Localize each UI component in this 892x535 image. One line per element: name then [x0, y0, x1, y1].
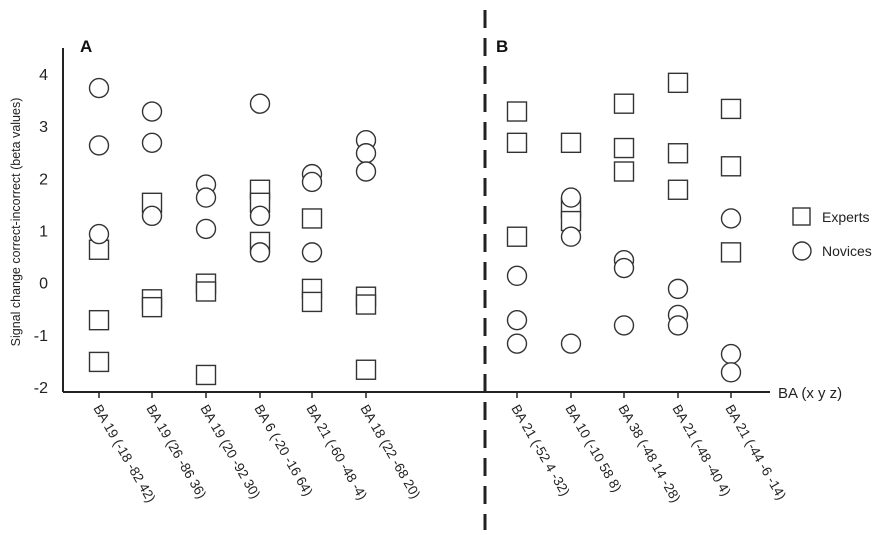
axes: [62, 10, 770, 530]
y-tick-label: 4: [39, 67, 48, 84]
expert-marker: [613, 161, 635, 182]
expert-marker: [560, 132, 582, 154]
novice-marker: [301, 242, 323, 263]
novice-marker: [141, 132, 163, 154]
novice-marker: [613, 257, 635, 279]
novice-marker: [195, 218, 217, 240]
y-tick-labels: 4 3 2 1 0 -1 -2: [34, 67, 48, 397]
novice-marker: [506, 309, 528, 331]
expert-marker: [613, 93, 635, 114]
expert-marker: [720, 242, 742, 263]
panel-label-b: B: [496, 37, 508, 56]
category-label: BA 21 (-52 4 -32): [508, 402, 572, 499]
category-label: BA 38 (-48 14 -28): [615, 402, 683, 505]
legend-label-experts: Experts: [822, 209, 869, 225]
novice-marker: [506, 333, 528, 354]
novice-marker: [355, 143, 377, 164]
expert-marker: [301, 208, 323, 229]
expert-marker: [195, 281, 217, 302]
x-axis-title: BA (x y z): [778, 385, 842, 402]
expert-marker: [141, 296, 163, 318]
expert-marker: [667, 72, 689, 94]
novice-marker: [301, 171, 323, 193]
category-label: BA 19 (20 -92 30): [197, 402, 263, 501]
novice-marker: [249, 242, 271, 263]
category-labels: BA 19 (-18 -82 42)BA 19 (26 -86 36)BA 19…: [90, 392, 789, 505]
novice-marker: [249, 93, 271, 114]
category-label: BA 10 (-10 58 8): [562, 402, 624, 495]
y-tick-label: 1: [39, 224, 48, 241]
y-axis-title: Signal change correct-incorrect (beta va…: [9, 98, 23, 347]
novice-marker: [88, 135, 110, 156]
expert-marker: [506, 132, 528, 154]
novice-marker: [560, 226, 582, 247]
novice-marker: [249, 205, 271, 227]
novice-marker: [720, 343, 742, 365]
legend-marker-novices: [792, 241, 812, 261]
novice-marker: [88, 223, 110, 245]
legend-label-novices: Novices: [822, 243, 872, 259]
novice-marker: [141, 101, 163, 122]
category-label: BA 18 (22 -68 20): [357, 402, 423, 501]
legend-marker-experts: [792, 207, 811, 226]
novice-marker: [560, 187, 582, 208]
expert-marker: [667, 143, 689, 164]
y-tick-label: 3: [39, 119, 48, 136]
novice-marker: [613, 315, 635, 336]
novice-marker: [355, 161, 377, 182]
novice-marker: [720, 208, 742, 229]
novice-marker: [560, 333, 582, 354]
data-marks: [88, 72, 742, 386]
category-label: BA 19 (26 -86 36): [143, 402, 209, 501]
novice-marker: [88, 77, 110, 99]
novice-marker: [720, 362, 742, 383]
legend: Experts Novices: [792, 207, 872, 261]
expert-marker: [195, 364, 217, 386]
expert-marker: [88, 351, 110, 373]
expert-marker: [355, 359, 377, 380]
expert-marker: [667, 179, 689, 200]
y-tick-label: -1: [34, 328, 48, 345]
novice-marker: [667, 278, 689, 300]
novice-marker: [195, 187, 217, 208]
y-tick-label: 2: [39, 171, 48, 188]
expert-marker: [720, 156, 742, 177]
expert-marker: [506, 226, 528, 247]
novice-marker: [667, 315, 689, 336]
panel-label-a: A: [80, 37, 92, 56]
expert-marker: [720, 98, 742, 120]
category-label: BA 21 (-48 -40 4): [669, 402, 733, 499]
category-label: BA 6 (-20 -16 64): [251, 402, 315, 499]
novice-marker: [141, 205, 163, 227]
y-tick-label: -2: [34, 380, 48, 397]
expert-marker: [506, 101, 528, 122]
novice-marker: [506, 265, 528, 287]
expert-marker: [613, 137, 635, 159]
y-tick-label: 0: [39, 276, 48, 293]
expert-marker: [355, 294, 377, 315]
expert-marker: [88, 309, 110, 331]
expert-marker: [301, 291, 323, 313]
